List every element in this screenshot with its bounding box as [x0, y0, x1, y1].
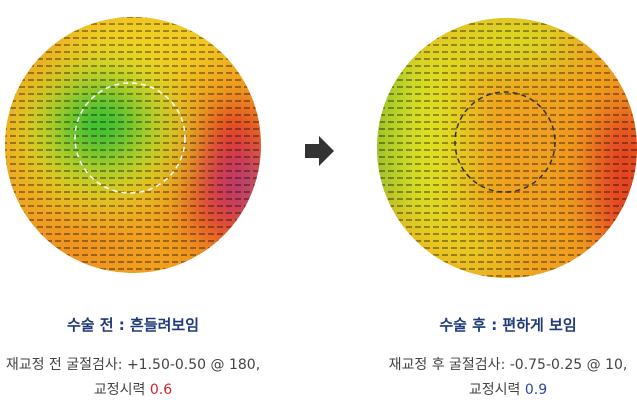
panel-title: 수술 후 : 편하게 보임	[439, 316, 577, 334]
refraction: 재교정 후 굴절검사: -0.75-0.25 @ 10,	[388, 357, 628, 373]
acuity-value: 0.6	[149, 382, 173, 398]
refraction: 재교정 전 굴절검사: +1.50-0.50 @ 180,	[5, 357, 261, 373]
map-before	[5, 17, 261, 273]
acuity: 교정시력 0.9	[358, 379, 637, 399]
acuity: 교정시력 0.6	[0, 379, 283, 399]
acuity-label: 교정시력	[468, 382, 521, 398]
arrow	[305, 136, 334, 166]
panel-title: 수술 전 : 흔들려보임	[66, 316, 200, 334]
map-after	[377, 18, 637, 278]
acuity-label: 교정시력	[93, 382, 146, 398]
acuity-value: 0.9	[524, 382, 548, 398]
topography-maps	[5, 17, 637, 278]
